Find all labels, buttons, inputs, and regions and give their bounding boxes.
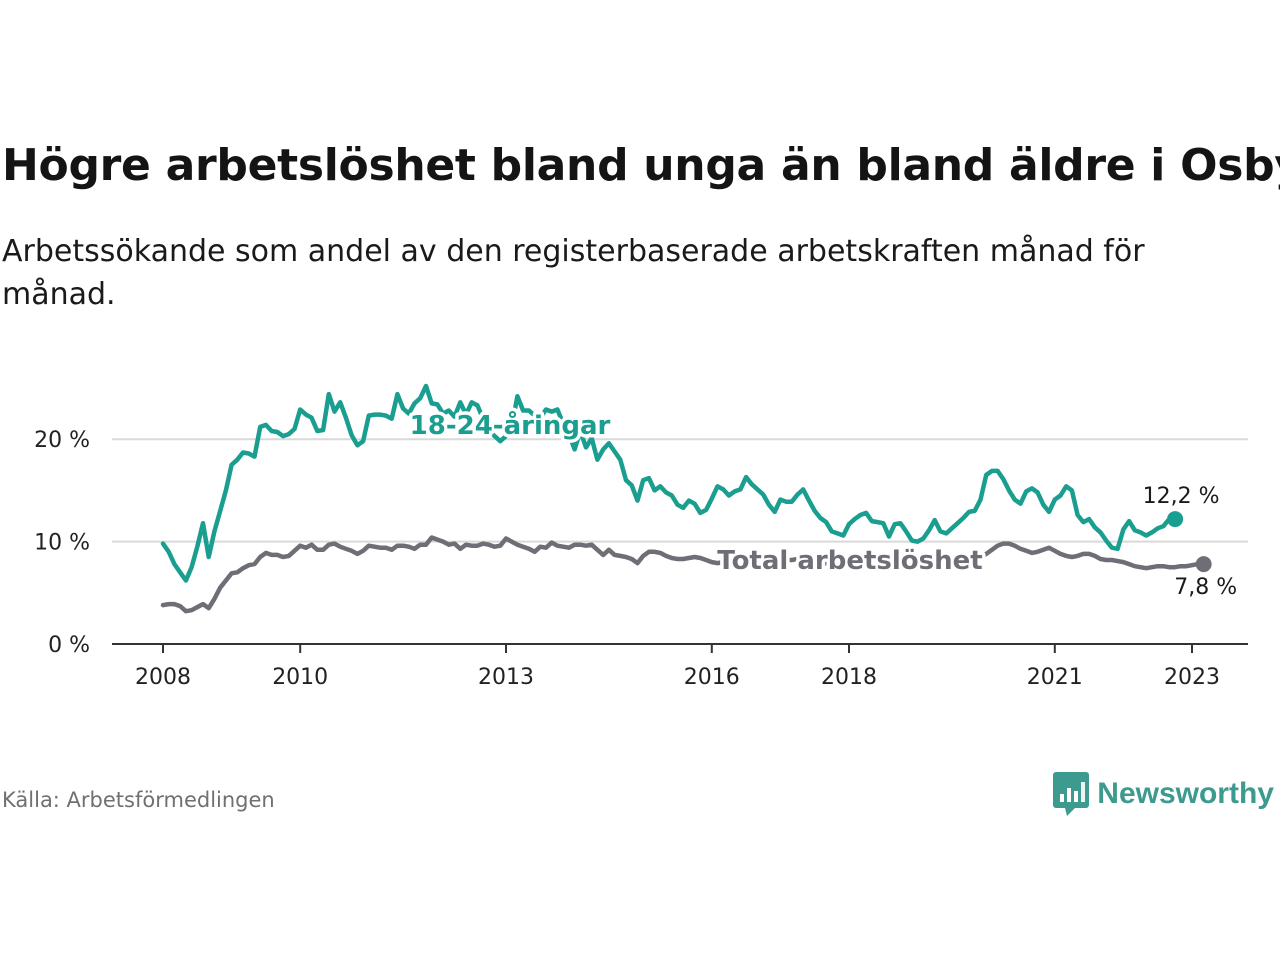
- x-tick-label: 2016: [684, 665, 740, 690]
- x-tick-label: 2010: [272, 665, 328, 690]
- series-label-youth: 18-24-åringar: [410, 409, 611, 441]
- y-tick-label: 20 %: [34, 428, 90, 453]
- end-label-youth-halo: 12,2 %: [1143, 484, 1220, 509]
- chart-subtitle: Arbetssökande som andel av den registerb…: [2, 234, 1145, 312]
- end-label-total-halo: 7,8 %: [1174, 575, 1237, 600]
- x-tick-label: 2013: [478, 665, 534, 690]
- y-tick-label: 10 %: [34, 531, 90, 556]
- series-line-youth: [160, 383, 1172, 583]
- y-axis-ticks: 0 % 10 % 20 %: [34, 428, 90, 658]
- brand-name: Newsworthy: [1097, 777, 1274, 810]
- series-line-total: [160, 535, 1200, 614]
- brand-logo: Newsworthy: [1053, 772, 1274, 816]
- series-end-point: [1195, 556, 1212, 573]
- grid-lines: [112, 438, 1248, 543]
- newsworthy-logo-icon: [1053, 772, 1090, 816]
- series-end-point: [1167, 511, 1184, 528]
- series-label-total: Total arbetslöshet: [717, 546, 982, 576]
- x-tick-label: 2008: [135, 665, 191, 690]
- x-axis: 2008 2010 2013 2016 2018 2021 2023: [112, 643, 1248, 690]
- series-lines: [160, 383, 1212, 614]
- chart-title: Högre arbetslöshet bland unga än bland ä…: [2, 140, 1280, 191]
- series-label-total-halo: Total arbetslöshet: [717, 546, 982, 576]
- end-label-total: 7,8 %: [1174, 575, 1237, 600]
- source-note: Källa: Arbetsförmedlingen: [2, 788, 275, 812]
- x-tick-label: 2023: [1164, 665, 1220, 690]
- x-tick-label: 2018: [821, 665, 877, 690]
- end-label-youth: 12,2 %: [1143, 484, 1220, 509]
- series-label-youth-halo: 18-24-åringar: [410, 409, 611, 441]
- y-tick-label: 0 %: [48, 633, 90, 658]
- x-tick-label: 2021: [1027, 665, 1083, 690]
